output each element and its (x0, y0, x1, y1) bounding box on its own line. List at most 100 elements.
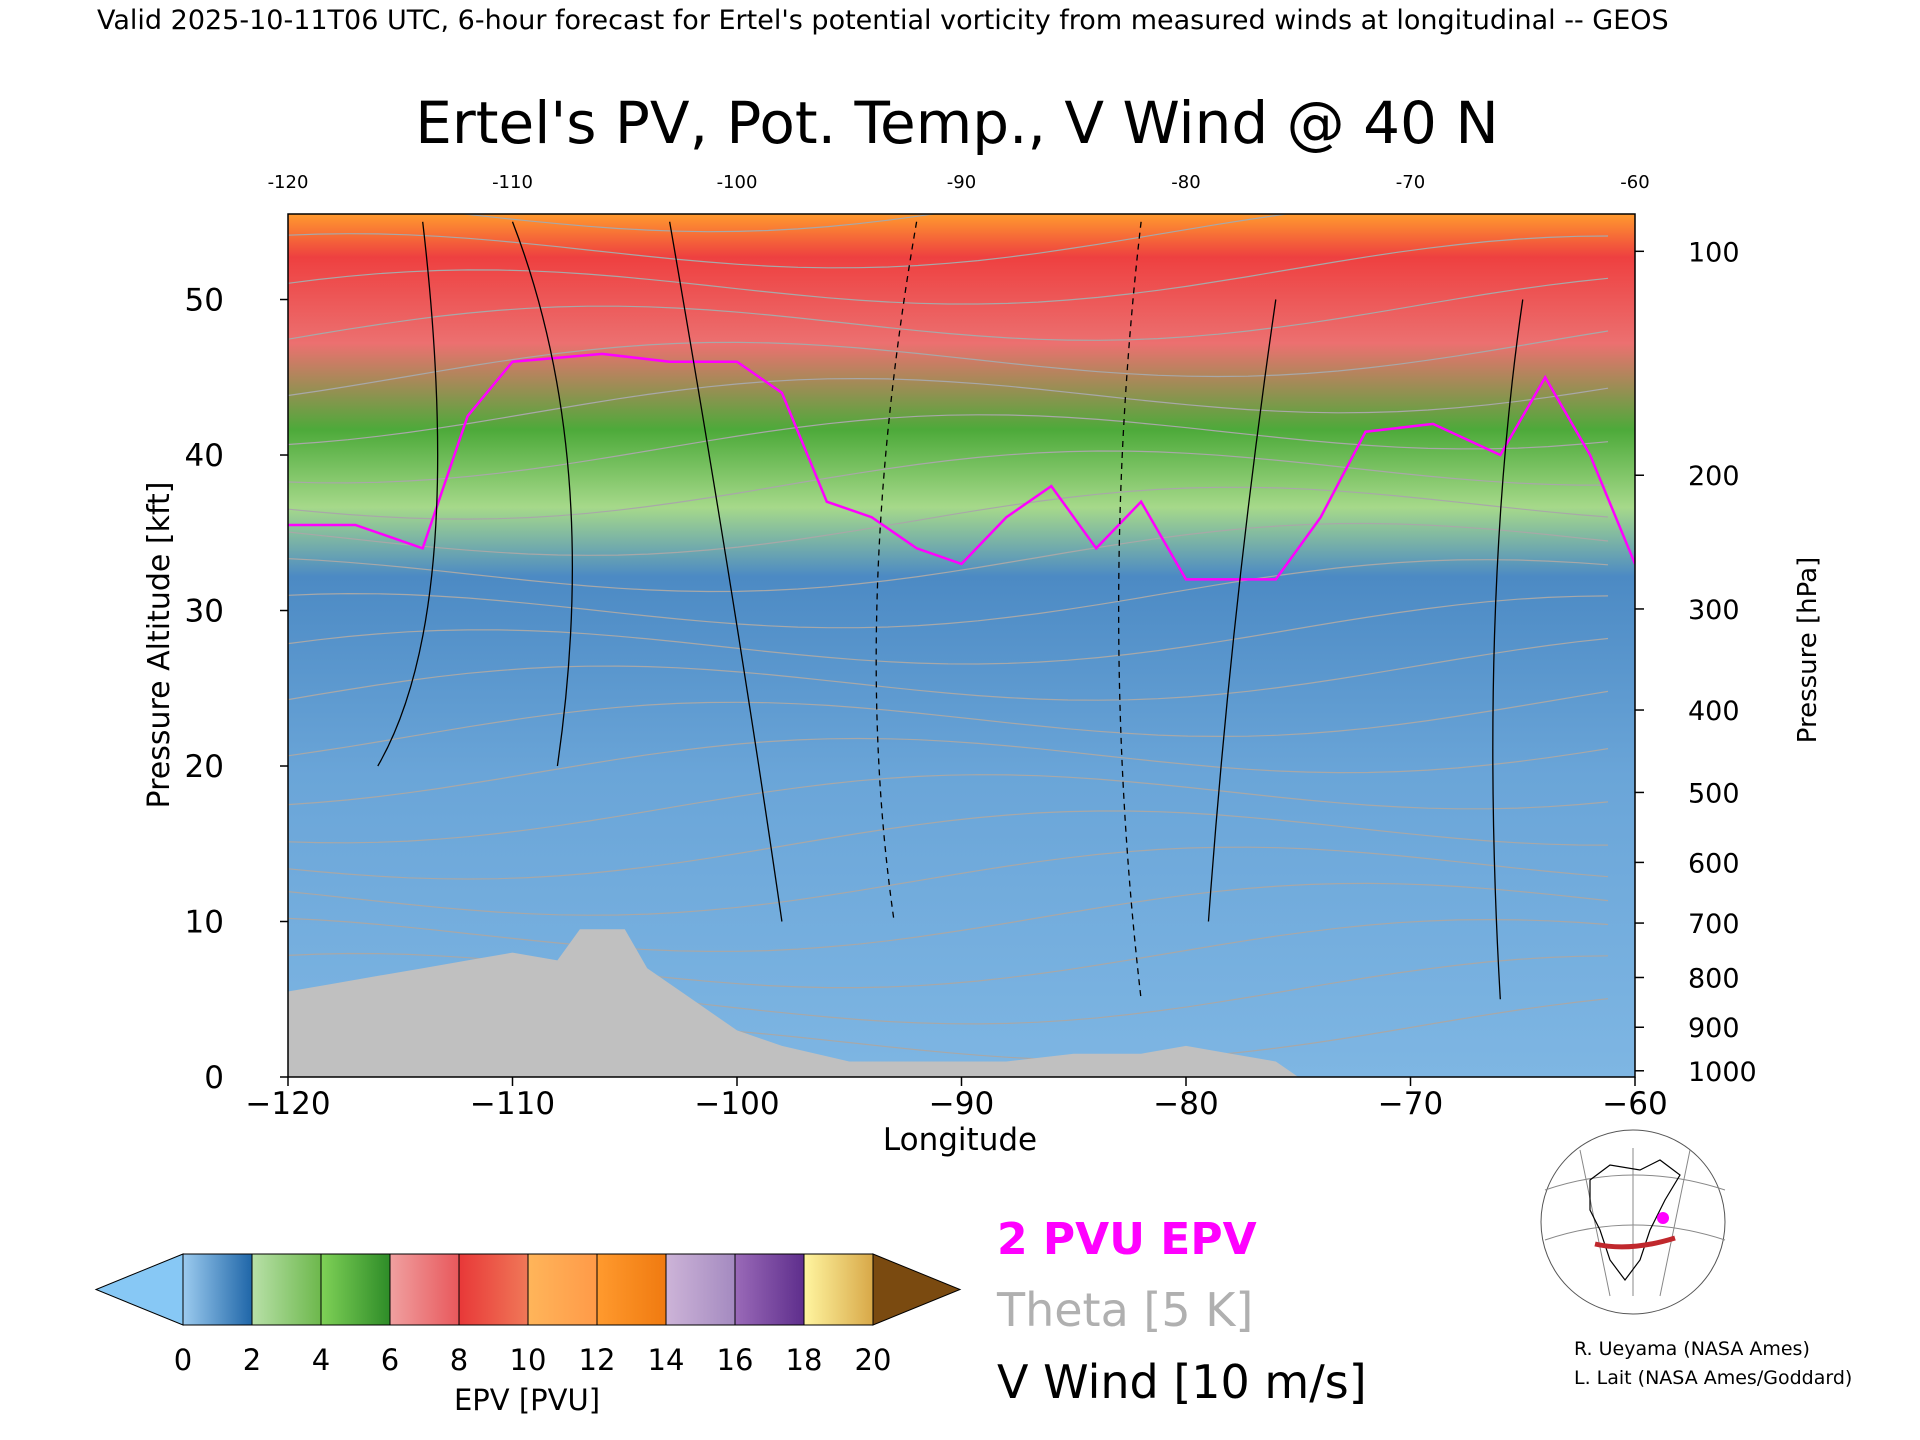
colorbar-over-arrow (872, 1253, 962, 1326)
x-tick-label: −120 (245, 1086, 330, 1122)
theta-contour-line (288, 559, 1609, 629)
theta-contour-line (288, 235, 1609, 305)
colorbar-tick-label: 4 (312, 1343, 330, 1377)
pressure-tick-label: 400 (1688, 696, 1740, 727)
legend-2pvu: 2 PVU EPV (997, 1214, 1257, 1265)
map-section-line (1594, 1235, 1676, 1250)
theta-contour-line (288, 846, 1609, 916)
vwind-contour-line (377, 221, 439, 767)
map-globe-outline (1541, 1130, 1725, 1314)
x-axis-label: Longitude (883, 1122, 1037, 1158)
x-tick-label: −80 (1153, 1086, 1218, 1122)
colorbar-segment (182, 1253, 253, 1326)
x-tick-label-top: -100 (717, 172, 758, 193)
vwind-contour-line (1492, 299, 1524, 1000)
theta-contour-line (288, 882, 1609, 953)
x-tick-label-top: -120 (268, 172, 309, 193)
colorbar-segment (527, 1253, 598, 1326)
terrain (288, 929, 1299, 1077)
location-map (1537, 1130, 1729, 1314)
theta-contour-line (288, 690, 1609, 757)
y-tick-label: 0 (204, 1060, 224, 1096)
legend: 2 PVU EPV Theta [5 K] V Wind [10 m/s] (996, 1214, 1367, 1409)
legend-theta: Theta [5 K] (996, 1283, 1253, 1337)
theta-contour-line (288, 737, 1609, 806)
y-tick-label: 20 (185, 749, 224, 785)
x-tick-label-top: -110 (492, 172, 533, 193)
theta-contour-line (288, 637, 1609, 701)
colorbar-label: EPV [PVU] (454, 1383, 600, 1417)
colorbar-segment (665, 1253, 736, 1326)
x-tick-label: −100 (694, 1086, 779, 1122)
pressure-tick-label: 800 (1688, 963, 1740, 994)
y-tick-label: 10 (185, 905, 224, 941)
colorbar-tick-label: 0 (174, 1343, 192, 1377)
colorbar-tick-label: 2 (243, 1343, 261, 1377)
plot-background (288, 214, 1635, 1077)
x-tick-label-top: -90 (947, 172, 976, 193)
credit-2: L. Lait (NASA Ames/Goddard) (1574, 1367, 1852, 1389)
colorbar-segment (389, 1253, 460, 1326)
colorbar-tick-label: 10 (510, 1343, 547, 1377)
x-tick-label: −110 (470, 1086, 555, 1122)
colorbar-segment (251, 1253, 322, 1326)
vwind-contour-line (1118, 221, 1142, 1000)
y-axis-label-left: Pressure Altitude [kft] (142, 482, 177, 809)
y-axis-label-right: Pressure [hPa] (1793, 557, 1823, 744)
x-tick-label: −90 (929, 1086, 994, 1122)
theta-contour-line (288, 277, 1609, 341)
theta-contour-line (288, 522, 1609, 593)
theta-contour-line (288, 450, 1608, 520)
theta-contours (288, 214, 1609, 1061)
theta-contour-line (288, 595, 1609, 665)
pressure-tick-label: 300 (1688, 595, 1740, 626)
theta-contour-line (288, 214, 1292, 269)
colorbar-tick-label: 14 (648, 1343, 685, 1377)
x-tick-label: −60 (1602, 1086, 1667, 1122)
y-tick-label: 50 (185, 283, 224, 319)
theta-contour-line (288, 774, 1609, 844)
pv-colorbar: 0 2 4 6 8 10 12 14 16 18 20 (94, 1253, 962, 1377)
x-tick-label: −70 (1378, 1086, 1443, 1122)
theta-contour-line (288, 486, 1609, 556)
pressure-tick-label: 100 (1688, 237, 1740, 268)
chart-title: Ertel's PV, Pot. Temp., V Wind @ 40 N (415, 89, 1498, 157)
colorbar-tick-label: 6 (381, 1343, 399, 1377)
colorbar-tick-label: 20 (855, 1343, 892, 1377)
colorbar-tick-label: 16 (717, 1343, 754, 1377)
colorbar-tick-label: 18 (786, 1343, 823, 1377)
vwind-contour-line (1207, 299, 1277, 922)
colorbar-segment (803, 1253, 874, 1326)
theta-contour-line (288, 377, 1609, 446)
colorbar-tick-label: 8 (450, 1343, 468, 1377)
plot-area (287, 213, 1636, 1078)
pressure-tick-label: 500 (1688, 778, 1740, 809)
theta-contour-line (288, 414, 1609, 484)
theta-contour-line (458, 214, 938, 233)
vwind-contour-line (669, 221, 783, 922)
map-marker (1657, 1212, 1669, 1224)
colorbar-segment (320, 1253, 391, 1326)
axes: −120 -120 −110 -110 −100 -100 −90 -90 −80 -80 −70 -… (185, 172, 1757, 1122)
x-tick-label-top: -80 (1171, 172, 1200, 193)
colorbar-segment (734, 1253, 805, 1326)
colorbar-segment (458, 1253, 529, 1326)
x-tick-label-top: -60 (1620, 172, 1649, 193)
legend-vwind: V Wind [10 m/s] (997, 1355, 1367, 1409)
colorbar-under-arrow (94, 1253, 184, 1326)
colorbar-tick-label: 12 (579, 1343, 616, 1377)
pressure-tick-label: 600 (1688, 848, 1740, 879)
theta-contour-line (288, 810, 1609, 880)
y-tick-label: 40 (185, 438, 224, 474)
tropopause-2pvu-line (288, 352, 1635, 581)
theta-contour-line (288, 330, 1609, 397)
pressure-tick-label: 700 (1688, 909, 1740, 940)
pressure-tick-label: 900 (1688, 1013, 1740, 1044)
vwind-contour-line (511, 221, 574, 767)
pv-fields (288, 221, 1635, 1077)
pressure-tick-label: 1000 (1688, 1057, 1757, 1088)
colorbar-segment (596, 1253, 667, 1326)
map-graticule (1544, 1148, 1726, 1297)
y-tick-label: 30 (185, 594, 224, 630)
